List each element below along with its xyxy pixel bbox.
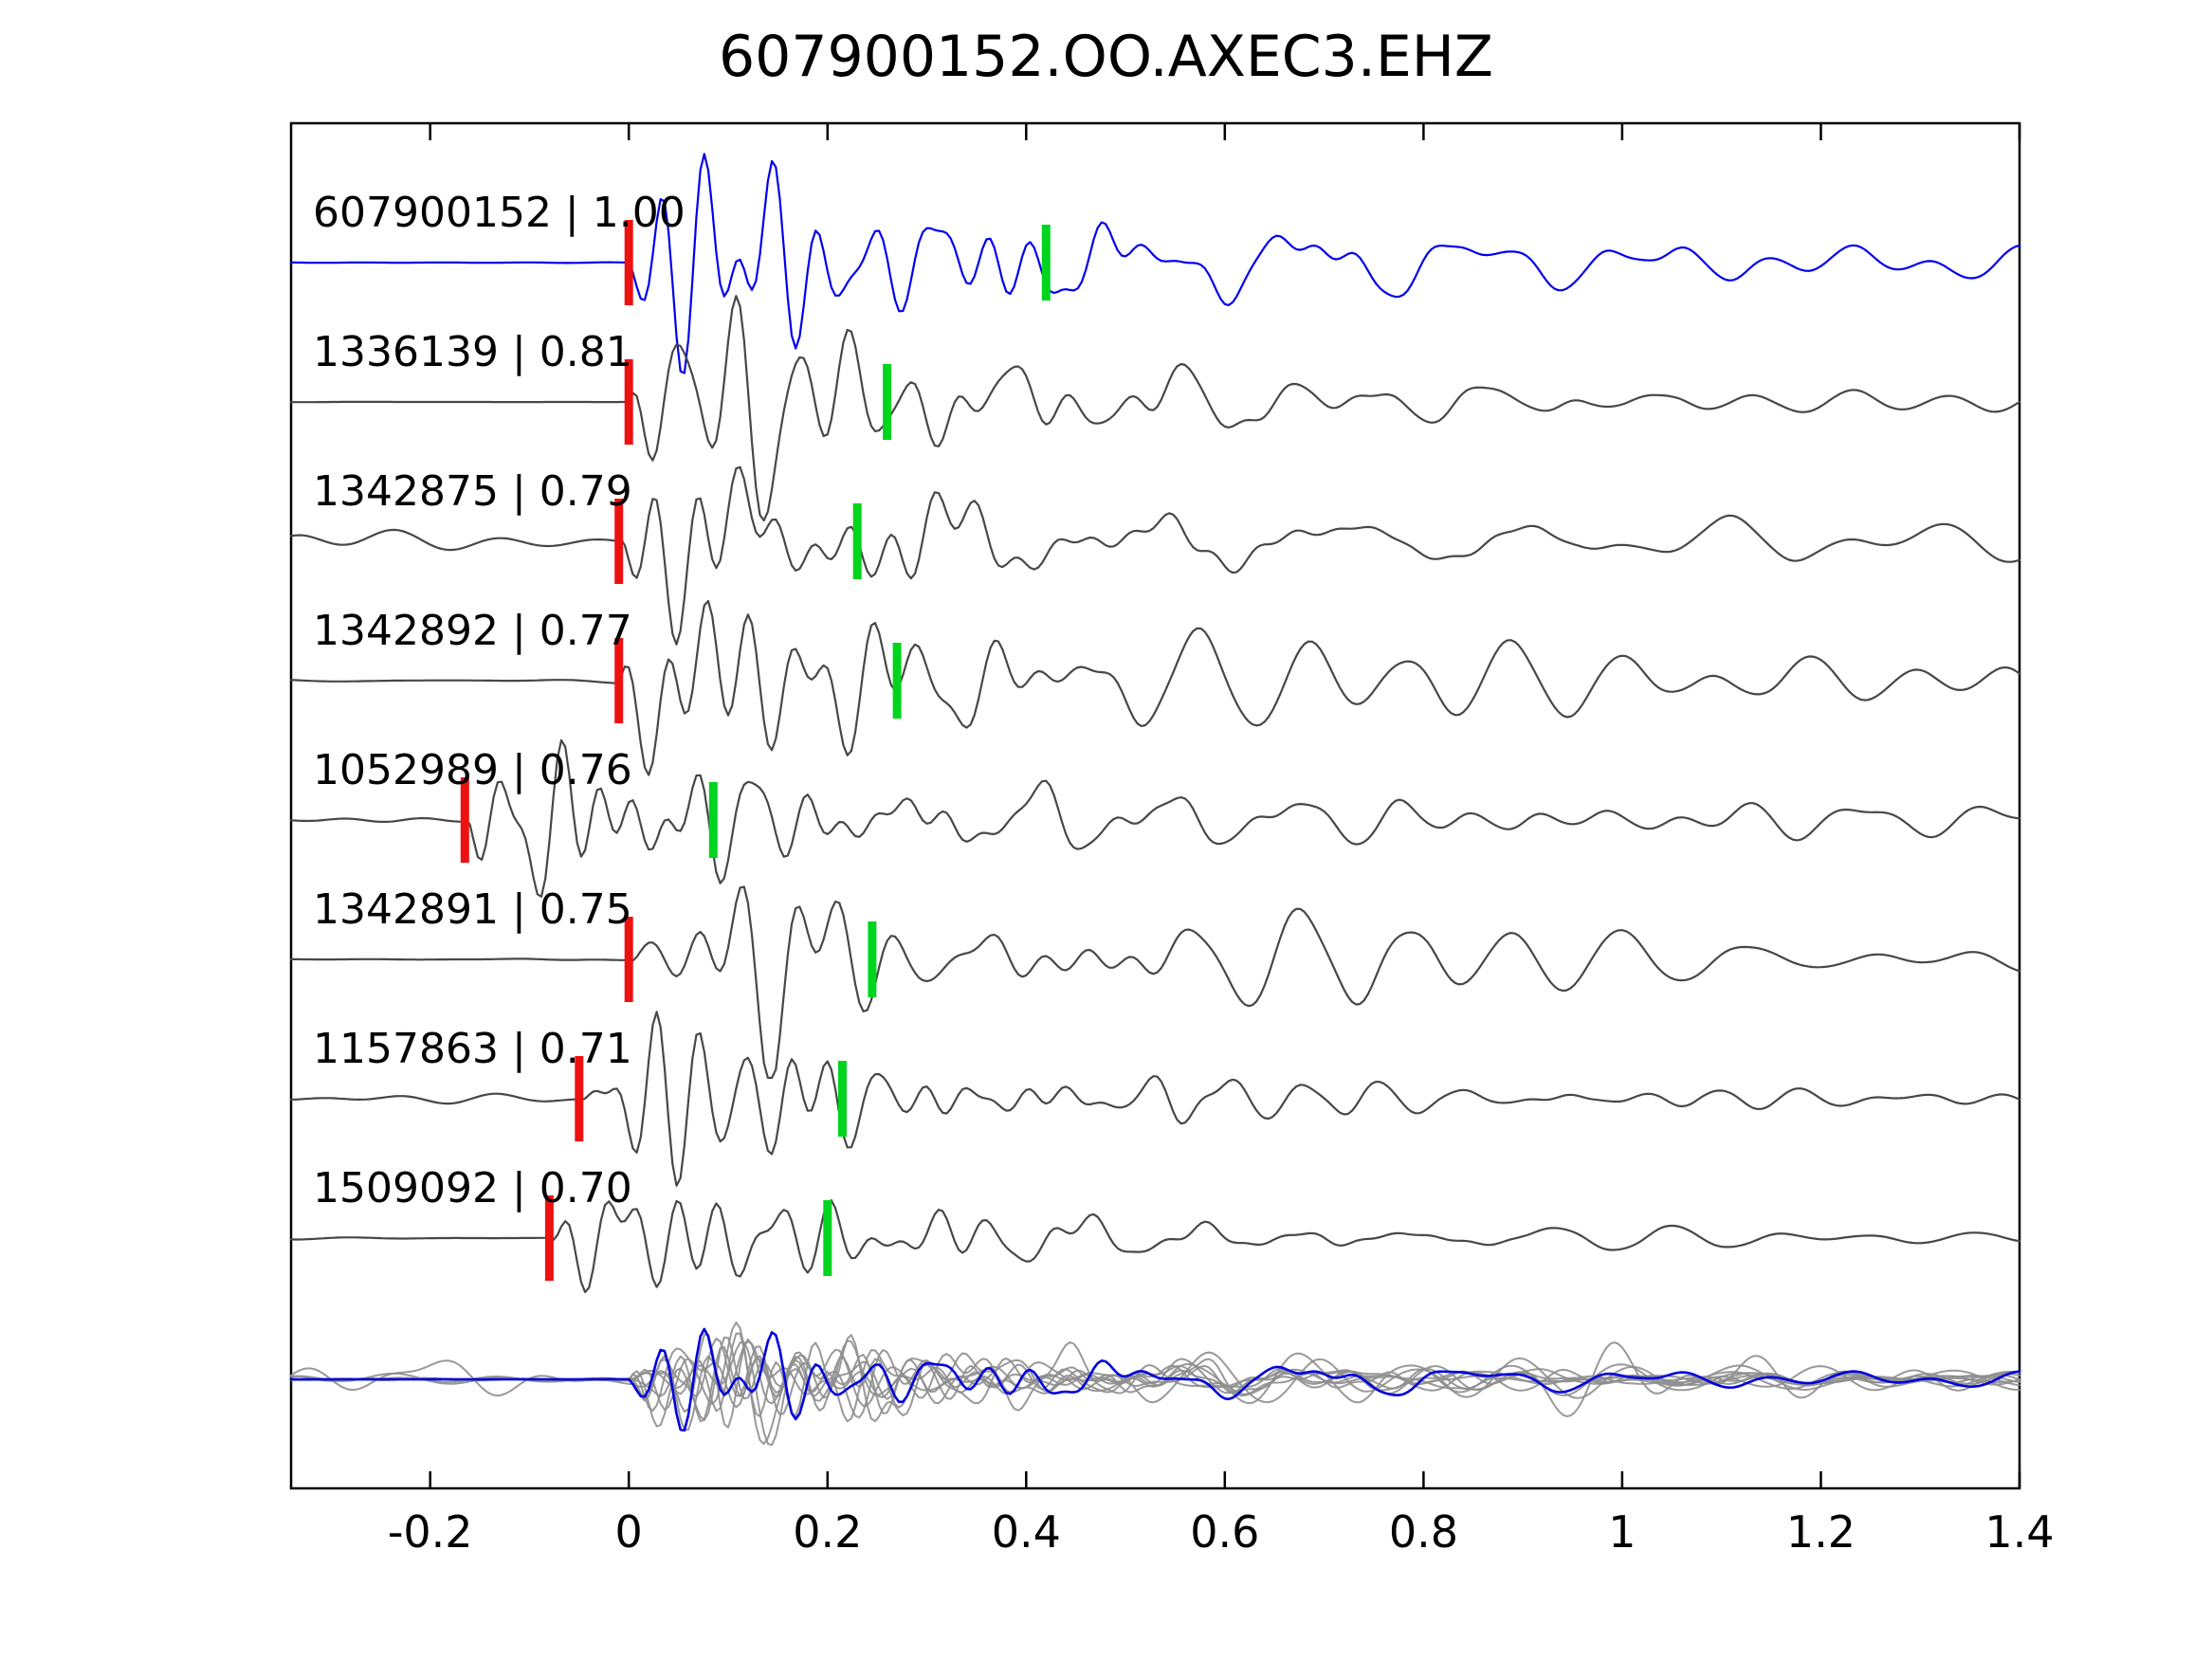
trace-label: 1342891 | 0.75 bbox=[313, 885, 632, 934]
trace-label: 1336139 | 0.81 bbox=[313, 328, 632, 376]
plot-border bbox=[289, 121, 2021, 1490]
x-tick-label: 0 bbox=[615, 1506, 643, 1558]
x-tick-label: 1.4 bbox=[1984, 1506, 2054, 1558]
trace-waveform bbox=[289, 1199, 2021, 1294]
trace-label: 1342892 | 0.77 bbox=[313, 607, 632, 655]
reference-trace-waveform bbox=[289, 153, 2021, 374]
x-tick-label: 1.2 bbox=[1786, 1506, 1856, 1558]
trace-waveform bbox=[289, 599, 2021, 776]
trace-waveform bbox=[289, 738, 2021, 898]
x-tick-label: 0.6 bbox=[1190, 1506, 1259, 1558]
trace-label: 1342875 | 0.79 bbox=[313, 467, 632, 516]
trace-label: 1052989 | 0.76 bbox=[313, 746, 632, 794]
stack-trace-gray bbox=[290, 1322, 2020, 1446]
trace-waveform bbox=[289, 295, 2021, 522]
stack-trace-gray bbox=[290, 1332, 2020, 1423]
trace-label: 607900152 | 1.00 bbox=[313, 189, 686, 237]
trace-waveform bbox=[289, 465, 2021, 646]
trace-waveform bbox=[289, 885, 2021, 1080]
trace-label: 1509092 | 0.70 bbox=[313, 1164, 632, 1212]
x-tick-label: -0.2 bbox=[388, 1506, 473, 1558]
x-tick-label: 0.2 bbox=[793, 1506, 862, 1558]
x-tick-label: 1 bbox=[1608, 1506, 1636, 1558]
stack-trace-blue bbox=[289, 1327, 2021, 1432]
figure-title: 607900152.OO.AXEC3.EHZ bbox=[718, 24, 1494, 90]
trace-label: 1157863 | 0.71 bbox=[313, 1025, 632, 1073]
x-tick-label: 0.8 bbox=[1389, 1506, 1458, 1558]
x-tick-label: 0.4 bbox=[992, 1506, 1061, 1558]
stack-trace-gray bbox=[290, 1345, 2020, 1423]
